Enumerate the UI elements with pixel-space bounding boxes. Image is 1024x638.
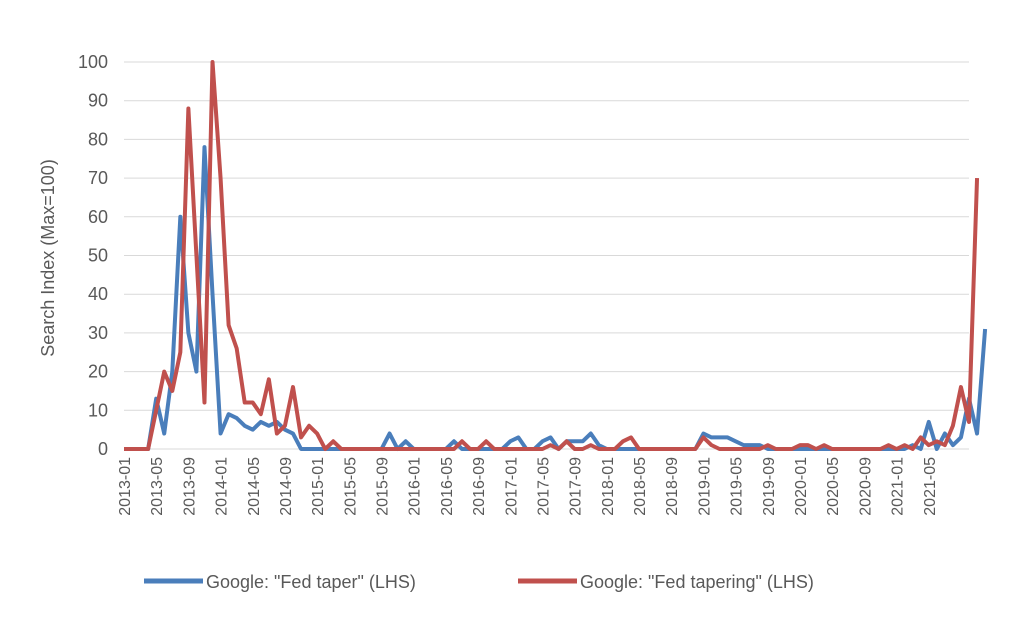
y-tick-label: 70 [88,168,108,188]
x-tick-label: 2018-05 [632,457,649,516]
y-tick-label: 80 [88,129,108,149]
y-axis-label: Search Index (Max=100) [38,159,58,357]
x-tick-label: 2014-09 [278,457,295,516]
x-tick-label: 2017-09 [568,457,585,516]
x-tick-label: 2016-05 [439,457,456,516]
series-lines [124,60,988,451]
y-tick-label: 40 [88,284,108,304]
x-tick-label: 2017-05 [535,457,552,516]
gridlines [124,61,969,450]
x-axis-ticks: 2013-01 2013-05 2013-09 2014-01 2014-05 2014-… [117,457,939,516]
x-tick-label: 2015-01 [310,457,327,516]
y-tick-label: 100 [78,52,108,72]
x-tick-label: 2014-01 [214,457,231,516]
y-tick-label: 10 [88,400,108,420]
x-tick-label: 2017-01 [503,457,520,516]
series-line-fed-tapering [124,60,980,451]
x-tick-label: 2018-01 [600,457,617,516]
legend-label-fed-taper: Google: "Fed taper" (LHS) [206,572,416,592]
legend-label-fed-tapering: Google: "Fed tapering" (LHS) [580,572,814,592]
x-tick-label: 2021-05 [922,457,939,516]
x-tick-label: 2021-01 [890,457,907,516]
legend: Google: "Fed taper" (LHS) Google: "Fed t… [144,572,814,592]
x-tick-label: 2020-01 [793,457,810,516]
x-tick-label: 2015-05 [342,457,359,516]
x-tick-label: 2014-05 [246,457,263,516]
y-tick-label: 60 [88,207,108,227]
y-tick-label: 50 [88,246,108,266]
y-tick-label: 90 [88,91,108,111]
x-tick-label: 2013-05 [149,457,166,516]
y-tick-label: 30 [88,323,108,343]
x-tick-label: 2016-01 [407,457,424,516]
x-tick-label: 2019-01 [696,457,713,516]
x-tick-label: 2020-05 [825,457,842,516]
x-tick-label: 2016-09 [471,457,488,516]
x-tick-label: 2020-09 [857,457,874,516]
x-tick-label: 2019-09 [761,457,778,516]
x-tick-label: 2013-09 [181,457,198,516]
y-tick-label: 20 [88,362,108,382]
x-tick-label: 2013-01 [117,457,134,516]
y-axis-ticks: 0 10 20 30 40 50 60 70 80 90 100 [78,52,108,459]
y-tick-label: 0 [98,439,108,459]
x-tick-label: 2018-09 [664,457,681,516]
x-tick-label: 2019-05 [729,457,746,516]
x-tick-label: 2015-09 [375,457,392,516]
